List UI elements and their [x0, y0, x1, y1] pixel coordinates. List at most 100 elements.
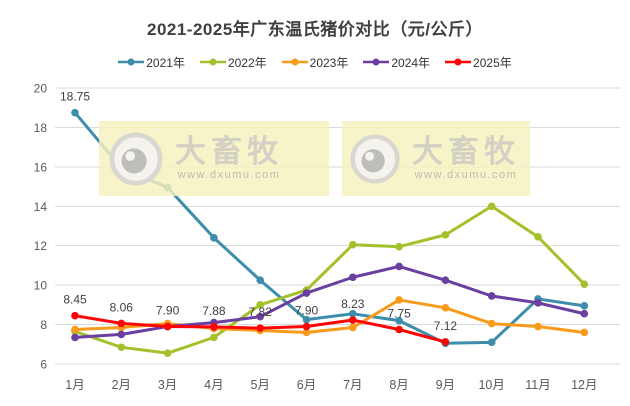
y-tick-label: 16: [34, 160, 48, 174]
data-point: [302, 315, 311, 324]
data-point: [487, 319, 496, 328]
data-label: 7.82: [249, 305, 273, 319]
data-point: [256, 312, 265, 321]
series-line-1: [73, 204, 586, 355]
data-label: 7.12: [434, 319, 458, 333]
watermark-url: www.dxumu.com: [177, 169, 281, 181]
data-point: [210, 323, 218, 331]
legend-label: 2021年: [146, 55, 185, 70]
x-tick-label: 3月: [158, 378, 177, 392]
data-point: [441, 231, 450, 239]
series-line-3: [73, 264, 586, 339]
data-label: 8.23: [341, 297, 365, 311]
data-point: [71, 108, 79, 117]
x-tick-label: 1月: [65, 378, 84, 392]
y-tick-label: 18: [34, 121, 48, 135]
data-point: [580, 328, 589, 337]
series-line-2: [73, 298, 586, 334]
legend-label: 2024年: [391, 55, 431, 70]
y-tick-label: 20: [34, 82, 48, 96]
data-point: [349, 309, 357, 318]
data-point: [487, 202, 496, 211]
watermark-eye-logo: [109, 131, 163, 186]
data-point: [441, 338, 450, 346]
data-point: [349, 323, 357, 332]
x-tick-label: 9月: [436, 378, 455, 392]
data-point: [534, 233, 542, 241]
x-tick-label: 8月: [389, 378, 408, 392]
chart-title: 2021-2025年广东温氏猪价对比（元/公斤）: [146, 20, 484, 39]
legend-item-2024: 2024年: [363, 54, 430, 71]
data-point: [349, 316, 357, 324]
y-tick-label: 6: [40, 358, 47, 372]
chart-legend: 2021年 2022年 2023年 2024年 2025年: [0, 53, 630, 71]
legend-marker-icon: [199, 58, 226, 66]
x-tick-label: 7月: [343, 378, 362, 392]
legend-item-2021: 2021年: [118, 54, 185, 71]
x-tick-label: 12月: [571, 378, 597, 392]
data-point: [487, 338, 496, 347]
data-label: 7.90: [156, 304, 180, 318]
data-point: [395, 296, 403, 304]
y-tick-label: 10: [34, 279, 48, 293]
y-tick-label: 12: [34, 239, 48, 253]
data-label: 7.90: [295, 304, 319, 318]
legend-marker-icon: [281, 58, 308, 66]
data-point: [580, 280, 589, 288]
data-point: [302, 322, 311, 331]
data-point: [349, 240, 357, 249]
data-label: 7.88: [202, 304, 226, 318]
data-label: 18.75: [60, 90, 90, 104]
data-point: [71, 333, 79, 342]
x-tick-label: 5月: [250, 378, 269, 392]
legend-label: 2022年: [227, 55, 267, 70]
data-point: [302, 289, 311, 297]
data-point: [441, 276, 450, 285]
data-point: [395, 242, 403, 251]
watermark-brand: 大畜牧: [412, 134, 520, 169]
data-point: [534, 299, 542, 307]
legend-marker-icon: [445, 58, 472, 66]
data-label: 8.45: [63, 293, 87, 307]
x-tick-label: 4月: [204, 378, 223, 392]
data-point: [349, 273, 357, 282]
data-point: [163, 349, 172, 357]
x-tick-label: 10月: [478, 378, 504, 392]
data-point: [256, 301, 265, 309]
data-label: 8.06: [110, 300, 134, 314]
data-point: [117, 319, 126, 328]
legend-item-2025: 2025年: [445, 54, 512, 71]
data-point: [395, 325, 403, 334]
data-point: [71, 325, 79, 334]
watermark: 大畜牧 www.dxumu.com: [99, 121, 329, 196]
data-point: [71, 311, 79, 320]
data-point: [441, 304, 450, 312]
data-point: [395, 316, 403, 325]
data-label: 7.75: [387, 307, 411, 321]
data-point: [256, 276, 265, 285]
data-point: [210, 234, 218, 242]
data-point: [580, 302, 589, 310]
watermark-url: www.dxumu.com: [414, 169, 518, 181]
x-tick-label: 2月: [112, 378, 131, 392]
data-point: [117, 330, 126, 339]
watermark-brand: 大畜牧: [175, 134, 283, 169]
legend-item-2022: 2022年: [199, 54, 267, 71]
y-tick-label: 8: [40, 318, 47, 332]
legend-label: 2023年: [309, 55, 349, 70]
data-point: [487, 292, 496, 300]
legend-marker-icon: [363, 58, 390, 66]
watermark: 大畜牧 www.dxumu.com: [342, 121, 530, 196]
data-point: [210, 333, 218, 342]
data-point: [117, 343, 126, 352]
data-point: [534, 322, 542, 331]
legend-item-2023: 2023年: [281, 54, 349, 71]
data-point: [395, 262, 403, 271]
watermark-eye-logo: [350, 133, 400, 184]
x-tick-label: 11月: [525, 378, 550, 392]
data-point: [163, 322, 172, 331]
data-point: [580, 309, 589, 318]
legend-label: 2025年: [473, 55, 512, 70]
